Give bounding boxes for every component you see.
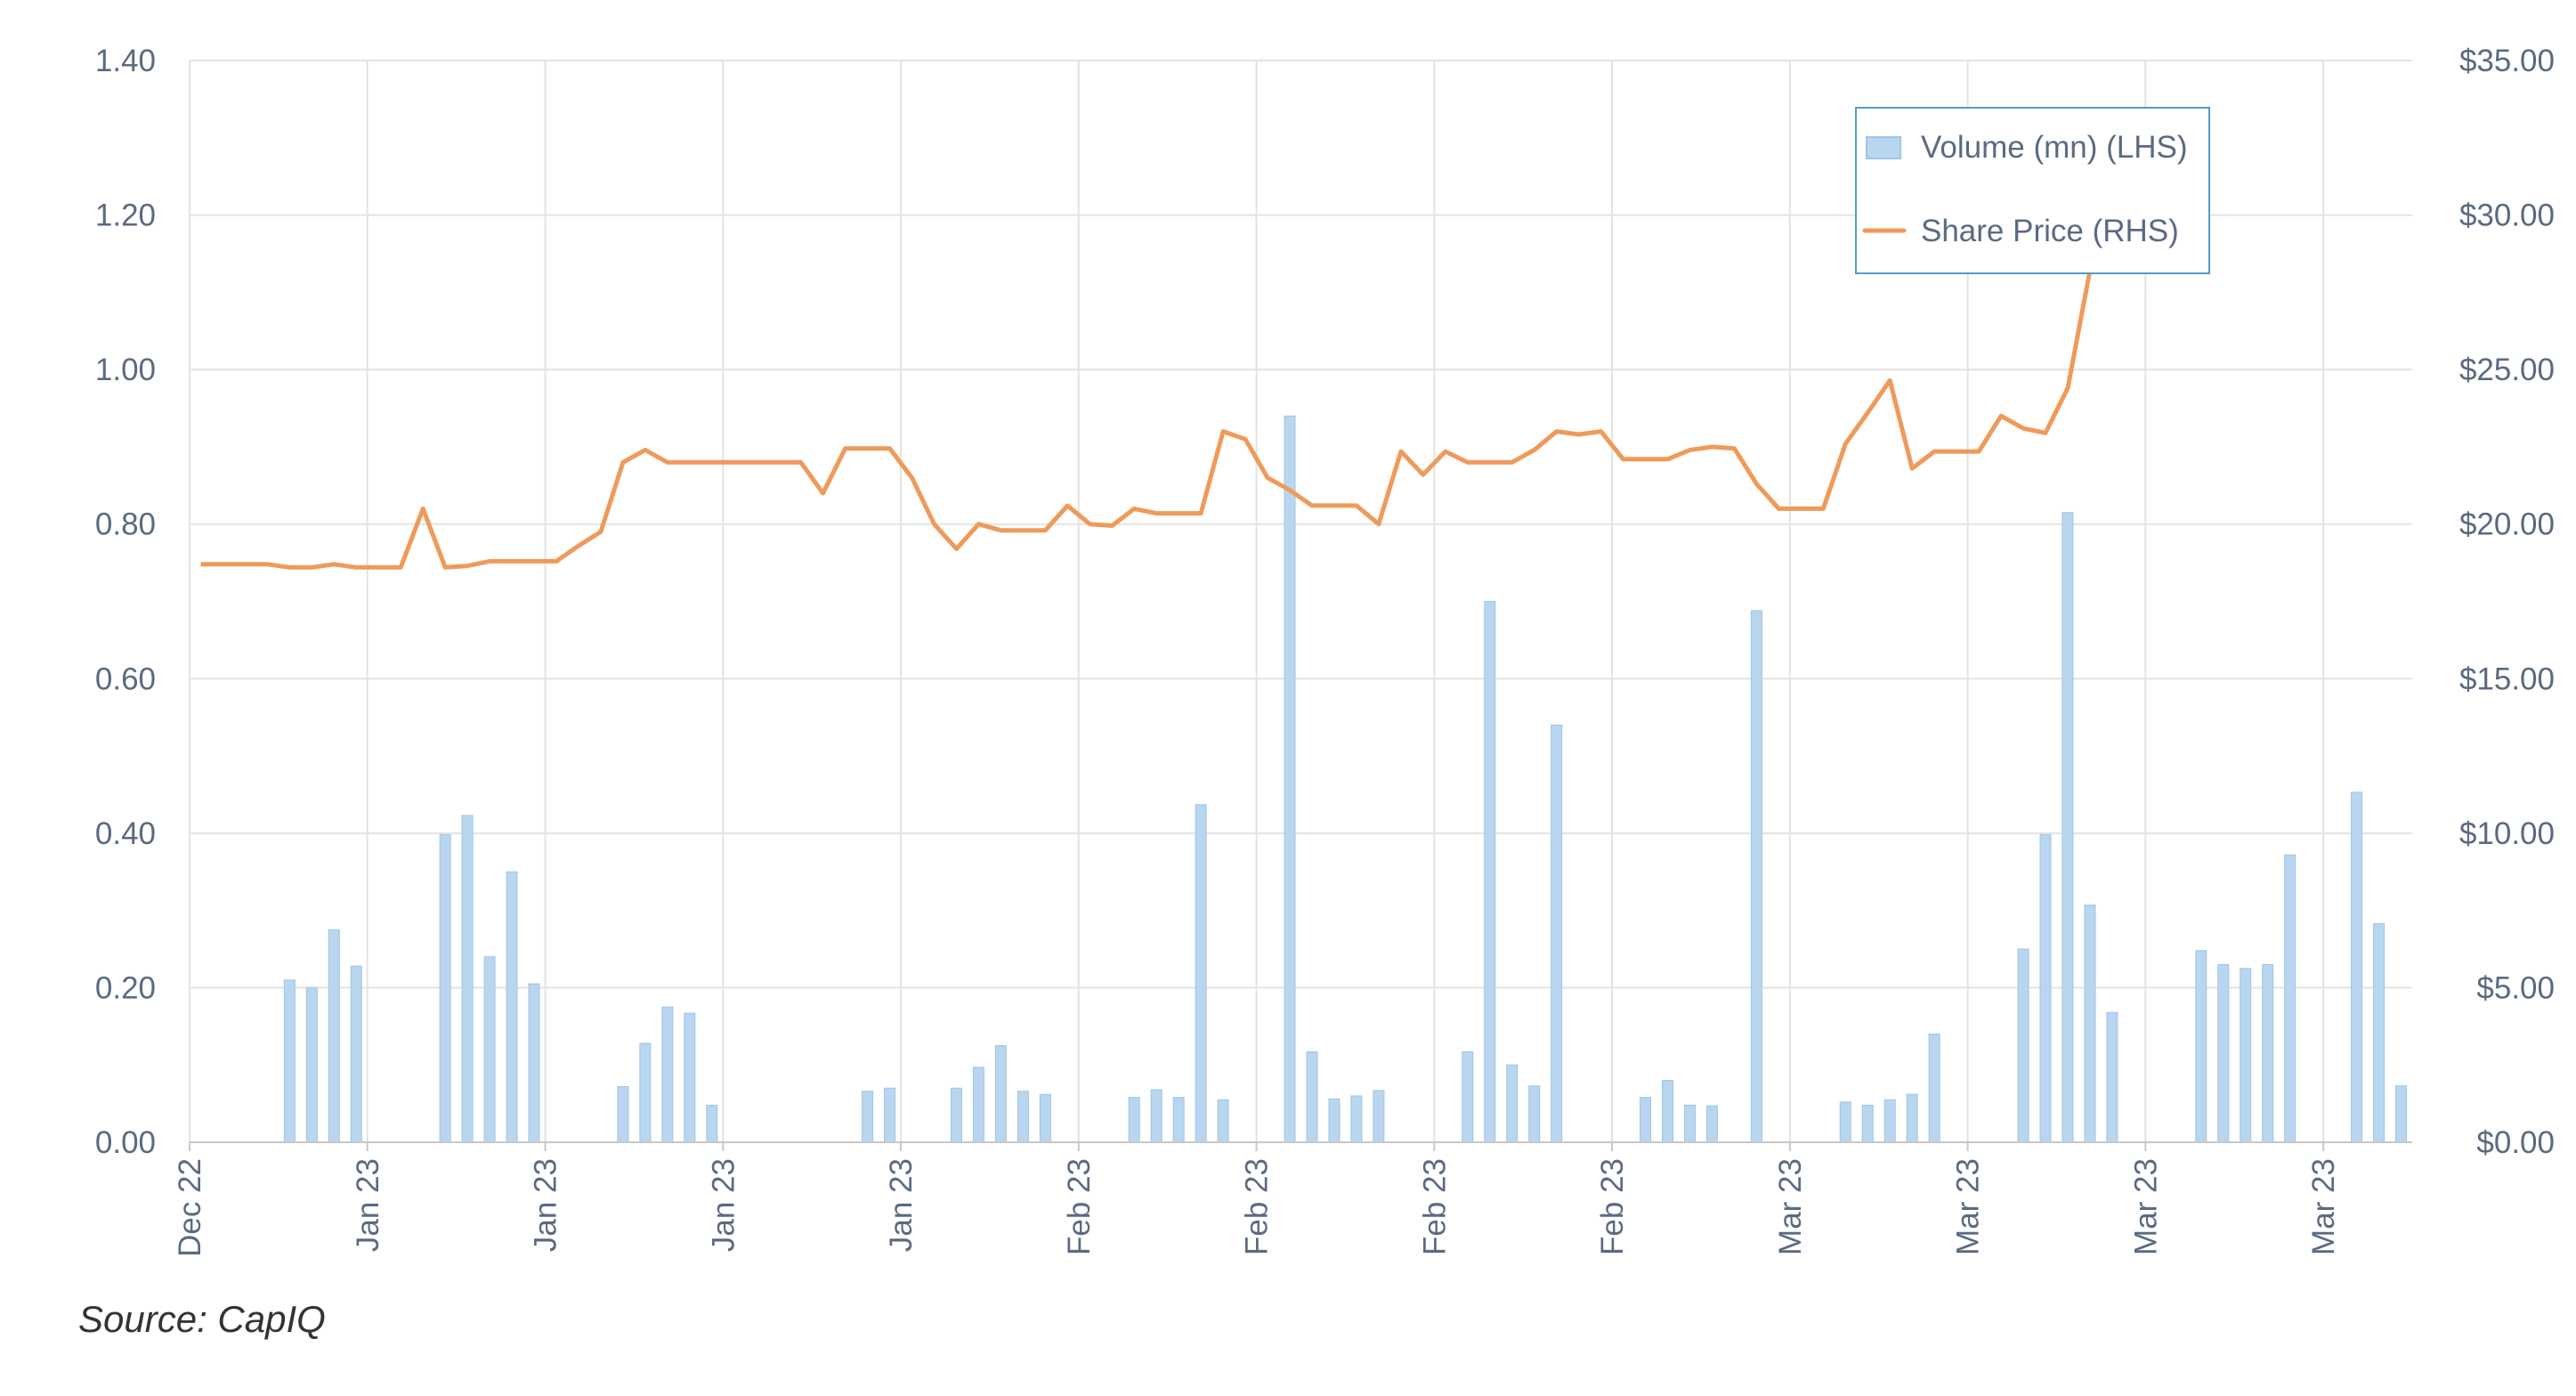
volume-bar (2262, 963, 2274, 1143)
left-y-axis-tick-labels: 0.00 0.20 0.40 0.60 0.80 1.00 1.20 1.40 (95, 44, 156, 1160)
x-tick-label: Mar 23 (2128, 1158, 2163, 1255)
left-y-tick-label: 1.40 (95, 44, 156, 78)
volume-bar (1640, 1097, 1652, 1143)
volume-bar (2017, 948, 2029, 1143)
x-tick-label: Jan 23 (884, 1158, 919, 1252)
volume-bar (1906, 1093, 1918, 1143)
volume-bar (1705, 1105, 1718, 1143)
left-y-tick-label: 0.40 (95, 816, 156, 851)
right-y-tick-label: $25.00 (2459, 353, 2555, 387)
right-y-tick-label: $5.00 (2476, 970, 2555, 1005)
volume-bar (2106, 1011, 2118, 1143)
volume-bar (1750, 610, 1762, 1143)
volume-bar (1462, 1051, 1474, 1143)
legend: Volume (mn) (LHS) Share Price (RHS) (1855, 107, 2210, 274)
volume-bar (528, 983, 540, 1143)
volume-bar (1350, 1095, 1363, 1143)
volume-bar (884, 1087, 896, 1143)
volume-bar (639, 1043, 652, 1143)
volume-bar (1195, 804, 1207, 1143)
volume-bar (1528, 1085, 1541, 1143)
volume-bar (1662, 1080, 1674, 1143)
left-y-tick-label: 0.20 (95, 970, 156, 1005)
volume-bar (461, 815, 474, 1143)
volume-bar (2351, 791, 2363, 1143)
volume-bar (950, 1087, 962, 1143)
left-y-tick-label: 0.00 (95, 1125, 156, 1160)
volume-bar (661, 1006, 674, 1143)
x-tick-label: Feb 23 (1595, 1158, 1630, 1255)
volume-bar (1883, 1099, 1896, 1143)
x-axis-tick-labels: Dec 22 Jan 23 Jan 23 Jan 23 Jan 23 Feb 23 Feb … (173, 1158, 2341, 1257)
legend-label-volume: Volume (mn) (LHS) (1921, 130, 2188, 165)
left-y-tick-label: 0.60 (95, 661, 156, 696)
x-tick-label: Jan 23 (529, 1158, 563, 1252)
volume-bar (2240, 968, 2252, 1143)
volume-bar (439, 834, 451, 1143)
volume-bar (1039, 1093, 1051, 1143)
volume-bar (1128, 1097, 1140, 1143)
volume-bar (2062, 512, 2074, 1143)
volume-bar (706, 1104, 718, 1143)
volume-bar (2373, 922, 2386, 1143)
volume-bar (1683, 1104, 1696, 1143)
volume-bar (2284, 854, 2297, 1143)
volume-bar (1861, 1104, 1874, 1143)
share-price-line (200, 135, 2201, 570)
volume-bar (1217, 1099, 1229, 1143)
right-y-tick-label: $15.00 (2459, 661, 2555, 696)
x-tick-label: Mar 23 (1773, 1158, 1808, 1255)
volume-bar (1172, 1097, 1185, 1143)
volume-bar (1839, 1101, 1851, 1143)
right-y-axis-tick-labels: $0.00 $5.00 $10.00 $15.00 $20.00 $25.00 $30.00… (2459, 44, 2555, 1160)
volume-bar (2084, 905, 2096, 1143)
volume-bar (506, 871, 518, 1143)
right-y-tick-label: $20.00 (2459, 507, 2555, 542)
legend-swatch-volume (1866, 136, 1901, 159)
volume-bar (862, 1091, 874, 1143)
left-y-tick-label: 1.20 (95, 199, 156, 233)
volume-bar (684, 1012, 696, 1143)
volume-bar (1284, 415, 1296, 1143)
volume-bar (305, 986, 318, 1143)
volume-bar (1506, 1064, 1519, 1143)
volume-bar (483, 956, 496, 1143)
volume-bar (2395, 1085, 2408, 1143)
volume-bar (1928, 1034, 1940, 1143)
volume-bar (994, 1045, 1007, 1143)
volume-bar (1306, 1051, 1318, 1143)
right-y-tick-label: $0.00 (2476, 1125, 2555, 1160)
x-tick-label: Feb 23 (1240, 1158, 1275, 1255)
source-note: Source: CapIQ (78, 1298, 326, 1340)
legend-box (1855, 107, 2210, 274)
x-tick-label: Mar 23 (1951, 1158, 1986, 1255)
x-tick-label: Mar 23 (2306, 1158, 2341, 1255)
volume-bar (328, 929, 340, 1143)
x-tick-label: Feb 23 (1417, 1158, 1452, 1255)
volume-bar (2195, 950, 2207, 1143)
volume-bar (350, 965, 362, 1143)
volume-bar (1150, 1089, 1162, 1143)
volume-bar (283, 979, 296, 1143)
x-tick-label: Jan 23 (706, 1158, 741, 1252)
x-tick-label: Dec 22 (173, 1158, 207, 1257)
volume-bar (972, 1067, 984, 1143)
volume-bar (1017, 1091, 1029, 1143)
left-y-tick-label: 1.00 (95, 353, 156, 387)
volume-bar (1328, 1098, 1341, 1143)
volume-bar (617, 1086, 629, 1143)
volume-bar (1484, 601, 1496, 1143)
volume-bar (2039, 834, 2052, 1143)
right-y-tick-label: $30.00 (2459, 199, 2555, 233)
x-tick-label: Jan 23 (351, 1158, 385, 1252)
right-y-tick-label: $10.00 (2459, 816, 2555, 851)
left-y-tick-label: 0.80 (95, 507, 156, 542)
legend-label-price: Share Price (RHS) (1921, 214, 2179, 248)
volume-bar (2217, 963, 2230, 1143)
volume-bar (1551, 724, 1563, 1143)
right-y-tick-label: $35.00 (2459, 44, 2555, 78)
volume-bar (1373, 1090, 1385, 1143)
x-tick-label: Feb 23 (1062, 1158, 1097, 1255)
